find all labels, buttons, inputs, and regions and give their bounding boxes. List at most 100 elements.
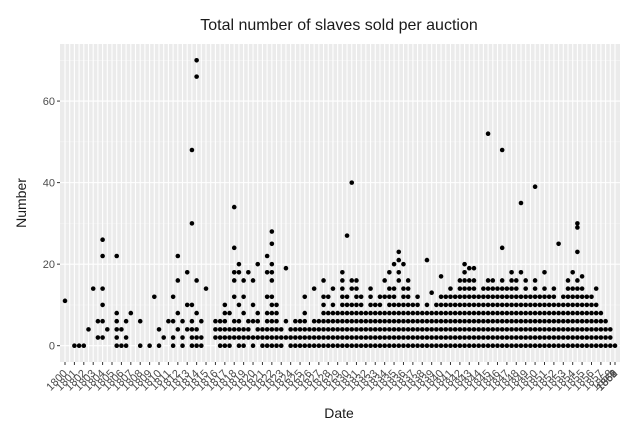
data-point xyxy=(485,310,491,316)
data-point xyxy=(358,302,364,308)
data-point xyxy=(476,335,481,340)
data-point xyxy=(565,302,571,308)
data-point xyxy=(490,310,496,316)
data-point xyxy=(528,343,533,348)
y-tick-label: 40 xyxy=(43,178,55,190)
data-point xyxy=(297,335,303,340)
data-point xyxy=(556,310,561,316)
data-point xyxy=(565,327,571,332)
data-point xyxy=(528,327,533,332)
data-point xyxy=(570,286,575,291)
data-point xyxy=(542,327,547,332)
data-point xyxy=(264,294,270,300)
data-point xyxy=(438,302,444,308)
data-point xyxy=(443,302,449,308)
data-point xyxy=(466,286,472,291)
data-point xyxy=(509,318,514,324)
data-point xyxy=(340,286,345,291)
data-point xyxy=(575,286,580,291)
data-point xyxy=(490,327,496,332)
data-point xyxy=(405,335,411,340)
data-point xyxy=(189,327,195,332)
data-point xyxy=(495,335,500,340)
data-point xyxy=(401,343,406,348)
data-point xyxy=(485,318,491,324)
data-point xyxy=(358,343,364,348)
data-point xyxy=(330,302,336,308)
data-point xyxy=(476,318,481,324)
data-point xyxy=(466,294,472,300)
data-point xyxy=(551,286,557,291)
data-point xyxy=(495,302,500,308)
data-point xyxy=(335,310,340,316)
data-point xyxy=(264,343,270,348)
data-point xyxy=(570,302,575,308)
data-point xyxy=(513,294,519,300)
data-point xyxy=(518,335,524,340)
data-point xyxy=(250,318,256,324)
data-point xyxy=(405,327,411,332)
data-point xyxy=(499,310,505,316)
data-point xyxy=(217,318,223,324)
data-point xyxy=(213,327,218,332)
data-point xyxy=(302,327,308,332)
data-point xyxy=(452,335,458,340)
data-point xyxy=(513,286,519,291)
data-point xyxy=(241,310,246,316)
data-point xyxy=(584,343,590,348)
data-point xyxy=(368,343,373,348)
data-point xyxy=(231,318,237,324)
data-point xyxy=(335,335,340,340)
data-point xyxy=(391,302,397,308)
data-point xyxy=(283,265,289,271)
data-point xyxy=(424,302,430,308)
data-point xyxy=(518,343,524,348)
y-tick-label: 20 xyxy=(43,259,55,271)
data-point xyxy=(589,343,594,348)
data-point xyxy=(363,327,369,332)
data-point xyxy=(448,343,453,348)
data-point xyxy=(330,335,336,340)
data-point xyxy=(485,335,491,340)
data-point xyxy=(401,286,406,291)
data-point xyxy=(396,335,402,340)
data-point xyxy=(438,343,444,348)
data-point xyxy=(410,335,416,340)
data-point xyxy=(382,278,387,283)
data-point xyxy=(537,318,543,324)
data-point xyxy=(255,318,261,324)
data-point xyxy=(589,310,594,316)
y-tick-label: 0 xyxy=(49,341,55,353)
data-point xyxy=(302,335,308,340)
data-point xyxy=(396,343,402,348)
data-point xyxy=(579,286,585,291)
data-point xyxy=(448,302,453,308)
data-point xyxy=(419,318,425,324)
data-point xyxy=(593,286,599,291)
data-point xyxy=(462,294,467,300)
data-point xyxy=(589,302,594,308)
data-point xyxy=(523,302,528,308)
data-point xyxy=(560,343,566,348)
data-point xyxy=(481,302,486,308)
data-point xyxy=(269,229,275,234)
data-point xyxy=(429,318,434,324)
data-point xyxy=(495,294,500,300)
data-point xyxy=(462,335,467,340)
data-point xyxy=(401,302,406,308)
data-point xyxy=(593,310,599,316)
data-point xyxy=(556,343,561,348)
data-point xyxy=(490,318,496,324)
data-point xyxy=(603,335,608,340)
data-point xyxy=(344,302,350,308)
data-point xyxy=(236,327,242,332)
data-point xyxy=(419,343,425,348)
data-point xyxy=(325,335,331,340)
data-point xyxy=(199,335,204,340)
data-point xyxy=(358,335,364,340)
data-point xyxy=(523,310,528,316)
data-point xyxy=(170,343,176,348)
data-point xyxy=(354,310,359,316)
data-point xyxy=(481,327,486,332)
data-point xyxy=(429,327,434,332)
